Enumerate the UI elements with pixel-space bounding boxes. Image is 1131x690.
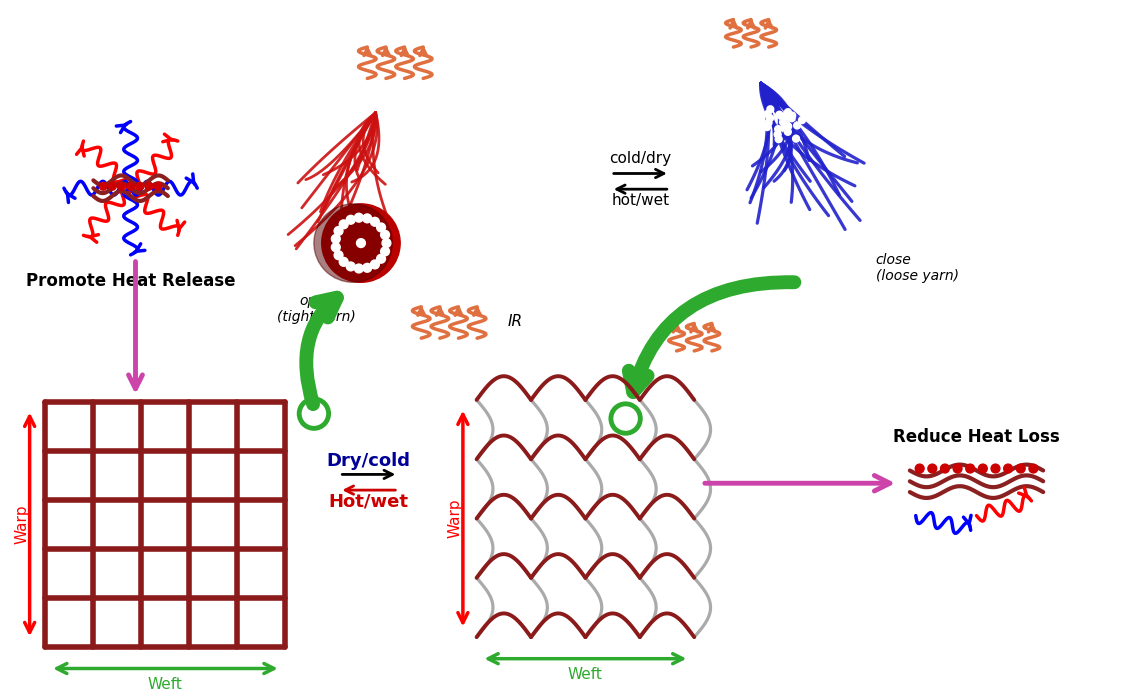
Circle shape [784, 111, 791, 118]
Circle shape [785, 109, 792, 116]
Circle shape [371, 260, 379, 269]
Circle shape [927, 464, 936, 473]
Circle shape [334, 250, 343, 259]
Circle shape [314, 204, 392, 282]
Circle shape [354, 213, 363, 222]
Circle shape [775, 136, 783, 143]
Circle shape [346, 215, 355, 224]
Circle shape [991, 464, 1000, 473]
Circle shape [765, 110, 771, 117]
Circle shape [154, 182, 162, 190]
Text: Weft: Weft [568, 667, 603, 682]
Text: open
(tight yarn): open (tight yarn) [277, 294, 356, 324]
Text: Promote Heat Release: Promote Heat Release [26, 273, 235, 290]
Circle shape [356, 239, 365, 248]
Circle shape [1017, 464, 1025, 473]
Circle shape [767, 115, 774, 121]
Circle shape [767, 106, 774, 112]
Circle shape [1029, 464, 1038, 473]
Circle shape [321, 204, 400, 282]
Text: Weft: Weft [148, 677, 183, 690]
Circle shape [339, 220, 348, 229]
Circle shape [776, 111, 783, 118]
Circle shape [798, 117, 805, 124]
Circle shape [788, 112, 795, 119]
Circle shape [382, 239, 391, 248]
Circle shape [334, 226, 343, 235]
Circle shape [346, 262, 355, 271]
Circle shape [794, 122, 801, 129]
Text: Dry/cold: Dry/cold [327, 452, 411, 470]
Circle shape [136, 182, 144, 190]
Circle shape [127, 182, 135, 190]
Circle shape [109, 182, 116, 190]
Circle shape [354, 264, 363, 273]
Circle shape [371, 217, 379, 226]
Circle shape [788, 115, 795, 121]
Text: cold/dry: cold/dry [610, 151, 672, 166]
Text: close
(loose yarn): close (loose yarn) [875, 253, 959, 283]
Circle shape [100, 182, 107, 190]
Circle shape [145, 182, 153, 190]
Circle shape [978, 464, 987, 473]
Circle shape [786, 114, 793, 121]
Circle shape [775, 131, 782, 138]
Circle shape [381, 247, 389, 256]
Text: hot/wet: hot/wet [611, 193, 670, 208]
Circle shape [782, 124, 788, 131]
Circle shape [381, 230, 389, 239]
Circle shape [785, 128, 792, 135]
Circle shape [782, 113, 788, 120]
Circle shape [778, 113, 786, 120]
Circle shape [339, 257, 348, 266]
Circle shape [363, 264, 372, 273]
Circle shape [363, 214, 372, 223]
Circle shape [779, 119, 786, 126]
Text: Hot/wet: Hot/wet [329, 493, 408, 511]
Circle shape [785, 123, 792, 130]
Circle shape [118, 182, 126, 190]
Circle shape [1003, 464, 1012, 473]
Circle shape [966, 464, 975, 473]
Circle shape [783, 121, 791, 128]
Text: Warp: Warp [15, 504, 29, 544]
Circle shape [793, 135, 800, 142]
Circle shape [765, 119, 772, 126]
Circle shape [377, 223, 386, 232]
Circle shape [941, 464, 949, 473]
Circle shape [331, 235, 340, 244]
Text: Reduce Heat Loss: Reduce Heat Loss [893, 428, 1060, 446]
Circle shape [331, 243, 340, 252]
Circle shape [953, 464, 962, 473]
Circle shape [763, 124, 770, 130]
Circle shape [377, 255, 386, 263]
Text: IR: IR [508, 314, 524, 329]
Circle shape [915, 464, 924, 473]
Text: Warp: Warp [448, 499, 463, 538]
Circle shape [775, 126, 782, 132]
